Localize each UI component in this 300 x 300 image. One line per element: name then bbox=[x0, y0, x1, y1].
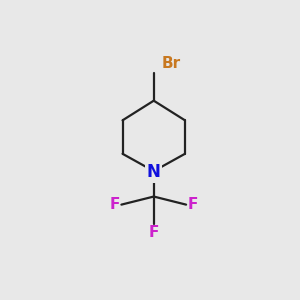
Text: Br: Br bbox=[162, 56, 181, 71]
Text: F: F bbox=[187, 197, 198, 212]
Text: F: F bbox=[148, 225, 159, 240]
Text: F: F bbox=[110, 197, 120, 212]
Text: N: N bbox=[147, 163, 161, 181]
